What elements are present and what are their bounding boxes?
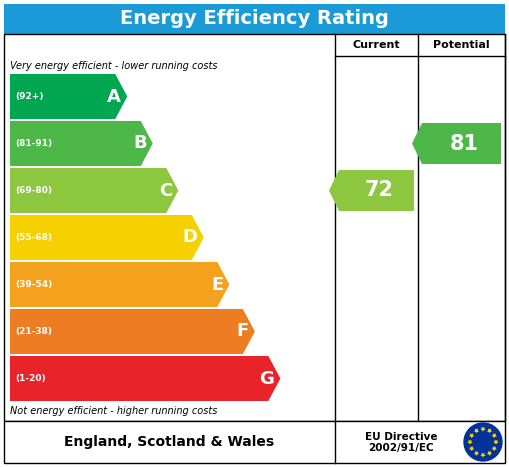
Polygon shape [10,168,178,213]
Text: 2002/91/EC: 2002/91/EC [368,443,434,453]
Polygon shape [487,429,492,433]
Polygon shape [10,309,255,354]
Polygon shape [492,433,497,439]
Text: B: B [133,134,147,153]
Polygon shape [412,123,501,164]
Text: (39-54): (39-54) [15,280,52,289]
Polygon shape [480,453,486,458]
Polygon shape [480,427,486,432]
Polygon shape [492,446,497,451]
Text: Current: Current [353,40,400,50]
Text: E: E [211,276,223,293]
Polygon shape [474,451,479,456]
Polygon shape [10,74,127,119]
Text: D: D [183,228,198,247]
Polygon shape [467,440,473,445]
Text: (55-68): (55-68) [15,233,52,242]
Polygon shape [474,429,479,433]
Polygon shape [469,446,474,451]
Text: 72: 72 [365,181,394,200]
Text: (1-20): (1-20) [15,374,46,383]
Bar [4,421,505,463]
Bar [4,4,505,34]
Text: (92+): (92+) [15,92,43,101]
Polygon shape [10,215,204,260]
Polygon shape [10,262,230,307]
Text: (81-91): (81-91) [15,139,52,148]
Text: England, Scotland & Wales: England, Scotland & Wales [65,435,274,449]
Polygon shape [469,433,474,439]
Text: (69-80): (69-80) [15,186,52,195]
Text: A: A [107,87,121,106]
Polygon shape [329,170,414,211]
Polygon shape [10,121,153,166]
Text: Very energy efficient - lower running costs: Very energy efficient - lower running co… [10,61,217,71]
Circle shape [464,423,502,461]
Polygon shape [487,451,492,456]
Text: C: C [159,182,173,199]
Text: (21-38): (21-38) [15,327,52,336]
Text: G: G [260,369,274,388]
Polygon shape [10,356,280,401]
Text: Energy Efficiency Rating: Energy Efficiency Rating [120,9,389,28]
Polygon shape [493,440,499,445]
Text: F: F [237,323,249,340]
Text: EU Directive: EU Directive [365,432,437,442]
Text: Potential: Potential [433,40,490,50]
Text: 81: 81 [450,134,479,154]
Bar [4,34,505,421]
Text: Not energy efficient - higher running costs: Not energy efficient - higher running co… [10,406,217,416]
